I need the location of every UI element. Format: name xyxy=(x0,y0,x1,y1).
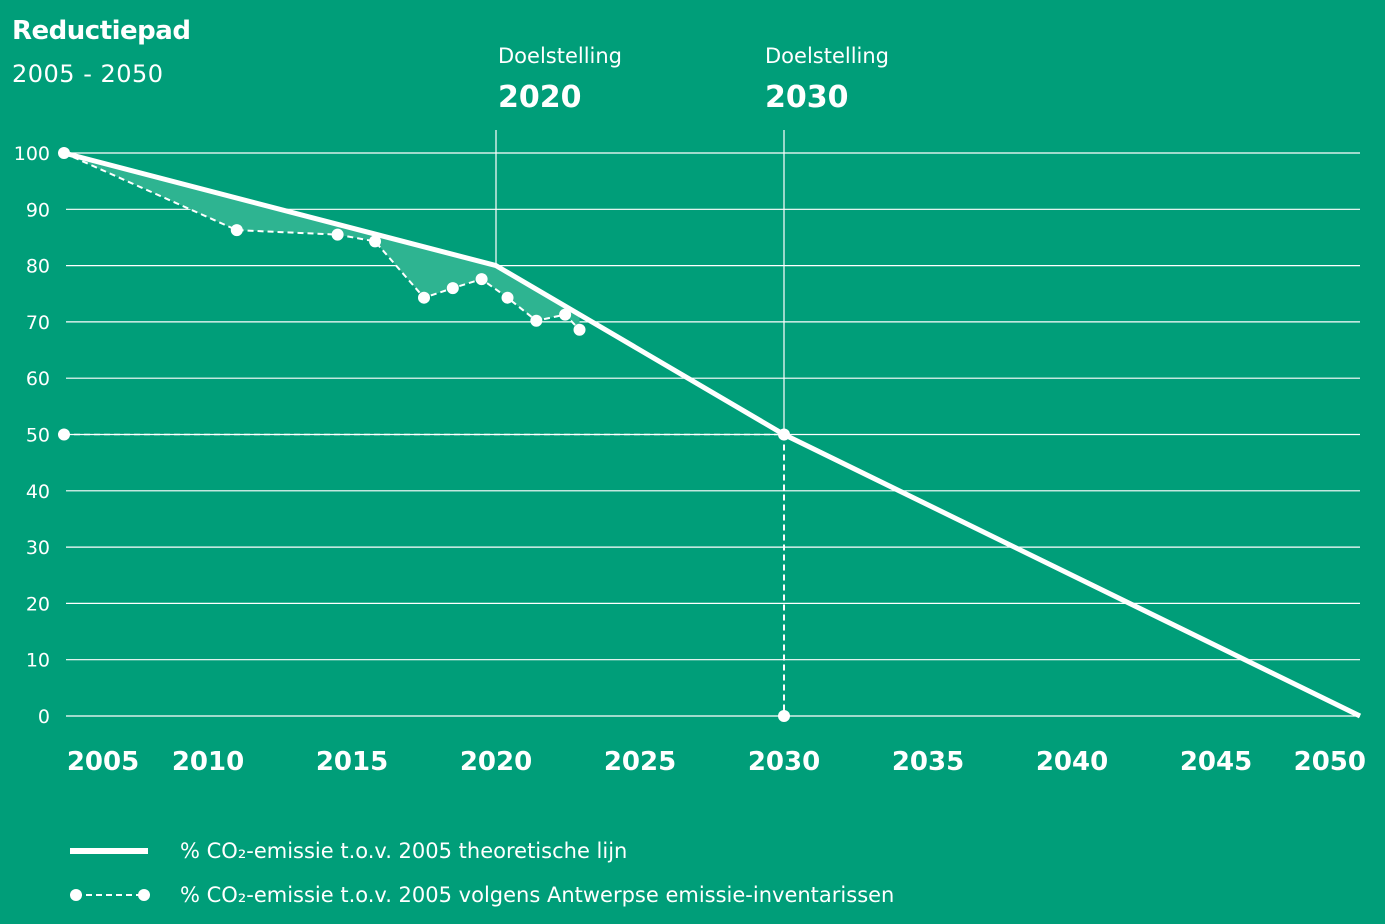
legend-inventory-label: % CO₂-emissie t.o.v. 2005 volgens Antwer… xyxy=(180,883,895,907)
x-tick-2005: 2005 xyxy=(67,747,139,777)
x-tick-2030: 2030 xyxy=(748,747,820,777)
inventory-point-4 xyxy=(418,291,430,304)
y-tick-0: 0 xyxy=(38,706,50,728)
chart-subtitle: 2005 - 2050 xyxy=(12,60,164,88)
x-tick-2045: 2045 xyxy=(1180,747,1252,777)
y-tick-30: 30 xyxy=(26,537,50,559)
inventory-point-6 xyxy=(475,273,488,286)
legend-theoretical-label: % CO₂-emissie t.o.v. 2005 theoretische l… xyxy=(180,839,628,863)
target-2020-label: Doelstelling xyxy=(498,44,623,68)
series-theoretical-line xyxy=(63,150,1362,719)
y-tick-70: 70 xyxy=(26,312,50,334)
legend-inventory-swatch xyxy=(70,885,150,905)
target-2030-label: Doelstelling xyxy=(765,44,890,68)
x-tick-2025: 2025 xyxy=(604,747,676,777)
y-tick-50: 50 xyxy=(26,425,50,447)
y-tick-20: 20 xyxy=(26,593,50,615)
y-tick-90: 90 xyxy=(26,199,50,221)
y-tick-60: 60 xyxy=(26,368,50,390)
inventory-point-5 xyxy=(446,282,459,295)
inventory-point-0 xyxy=(58,147,70,159)
y-tick-10: 10 xyxy=(26,650,50,672)
y-tick-100: 100 xyxy=(14,143,50,165)
y-tick-40: 40 xyxy=(26,481,50,503)
legend-inventory: % CO₂-emissie t.o.v. 2005 volgens Antwer… xyxy=(70,880,894,910)
target-reference-marker-x xyxy=(778,710,790,722)
inventory-point-3 xyxy=(369,235,382,248)
inventory-point-10 xyxy=(573,323,586,336)
gap-area xyxy=(64,153,580,330)
x-tick-2040: 2040 xyxy=(1036,747,1108,777)
inventory-point-2 xyxy=(331,228,344,241)
legend-theoretical: % CO₂-emissie t.o.v. 2005 theoretische l… xyxy=(70,836,627,866)
inventory-point-1 xyxy=(230,224,243,237)
inventory-point-8 xyxy=(530,314,543,327)
inventory-point-7 xyxy=(501,291,514,304)
x-tick-2020: 2020 xyxy=(460,747,532,777)
target-reference-marker-y xyxy=(58,428,70,441)
target-2030-year: 2030 xyxy=(765,80,849,115)
x-tick-2050: 2050 xyxy=(1294,747,1366,777)
target-2020-year: 2020 xyxy=(498,80,582,115)
x-tick-2015: 2015 xyxy=(316,747,388,777)
inventory-point-9 xyxy=(559,308,572,321)
x-tick-2035: 2035 xyxy=(892,747,964,777)
x-tick-2010: 2010 xyxy=(172,747,244,777)
legend-theoretical-swatch xyxy=(70,841,150,861)
chart-title: Reductiepad xyxy=(12,16,191,46)
y-tick-80: 80 xyxy=(26,256,50,278)
